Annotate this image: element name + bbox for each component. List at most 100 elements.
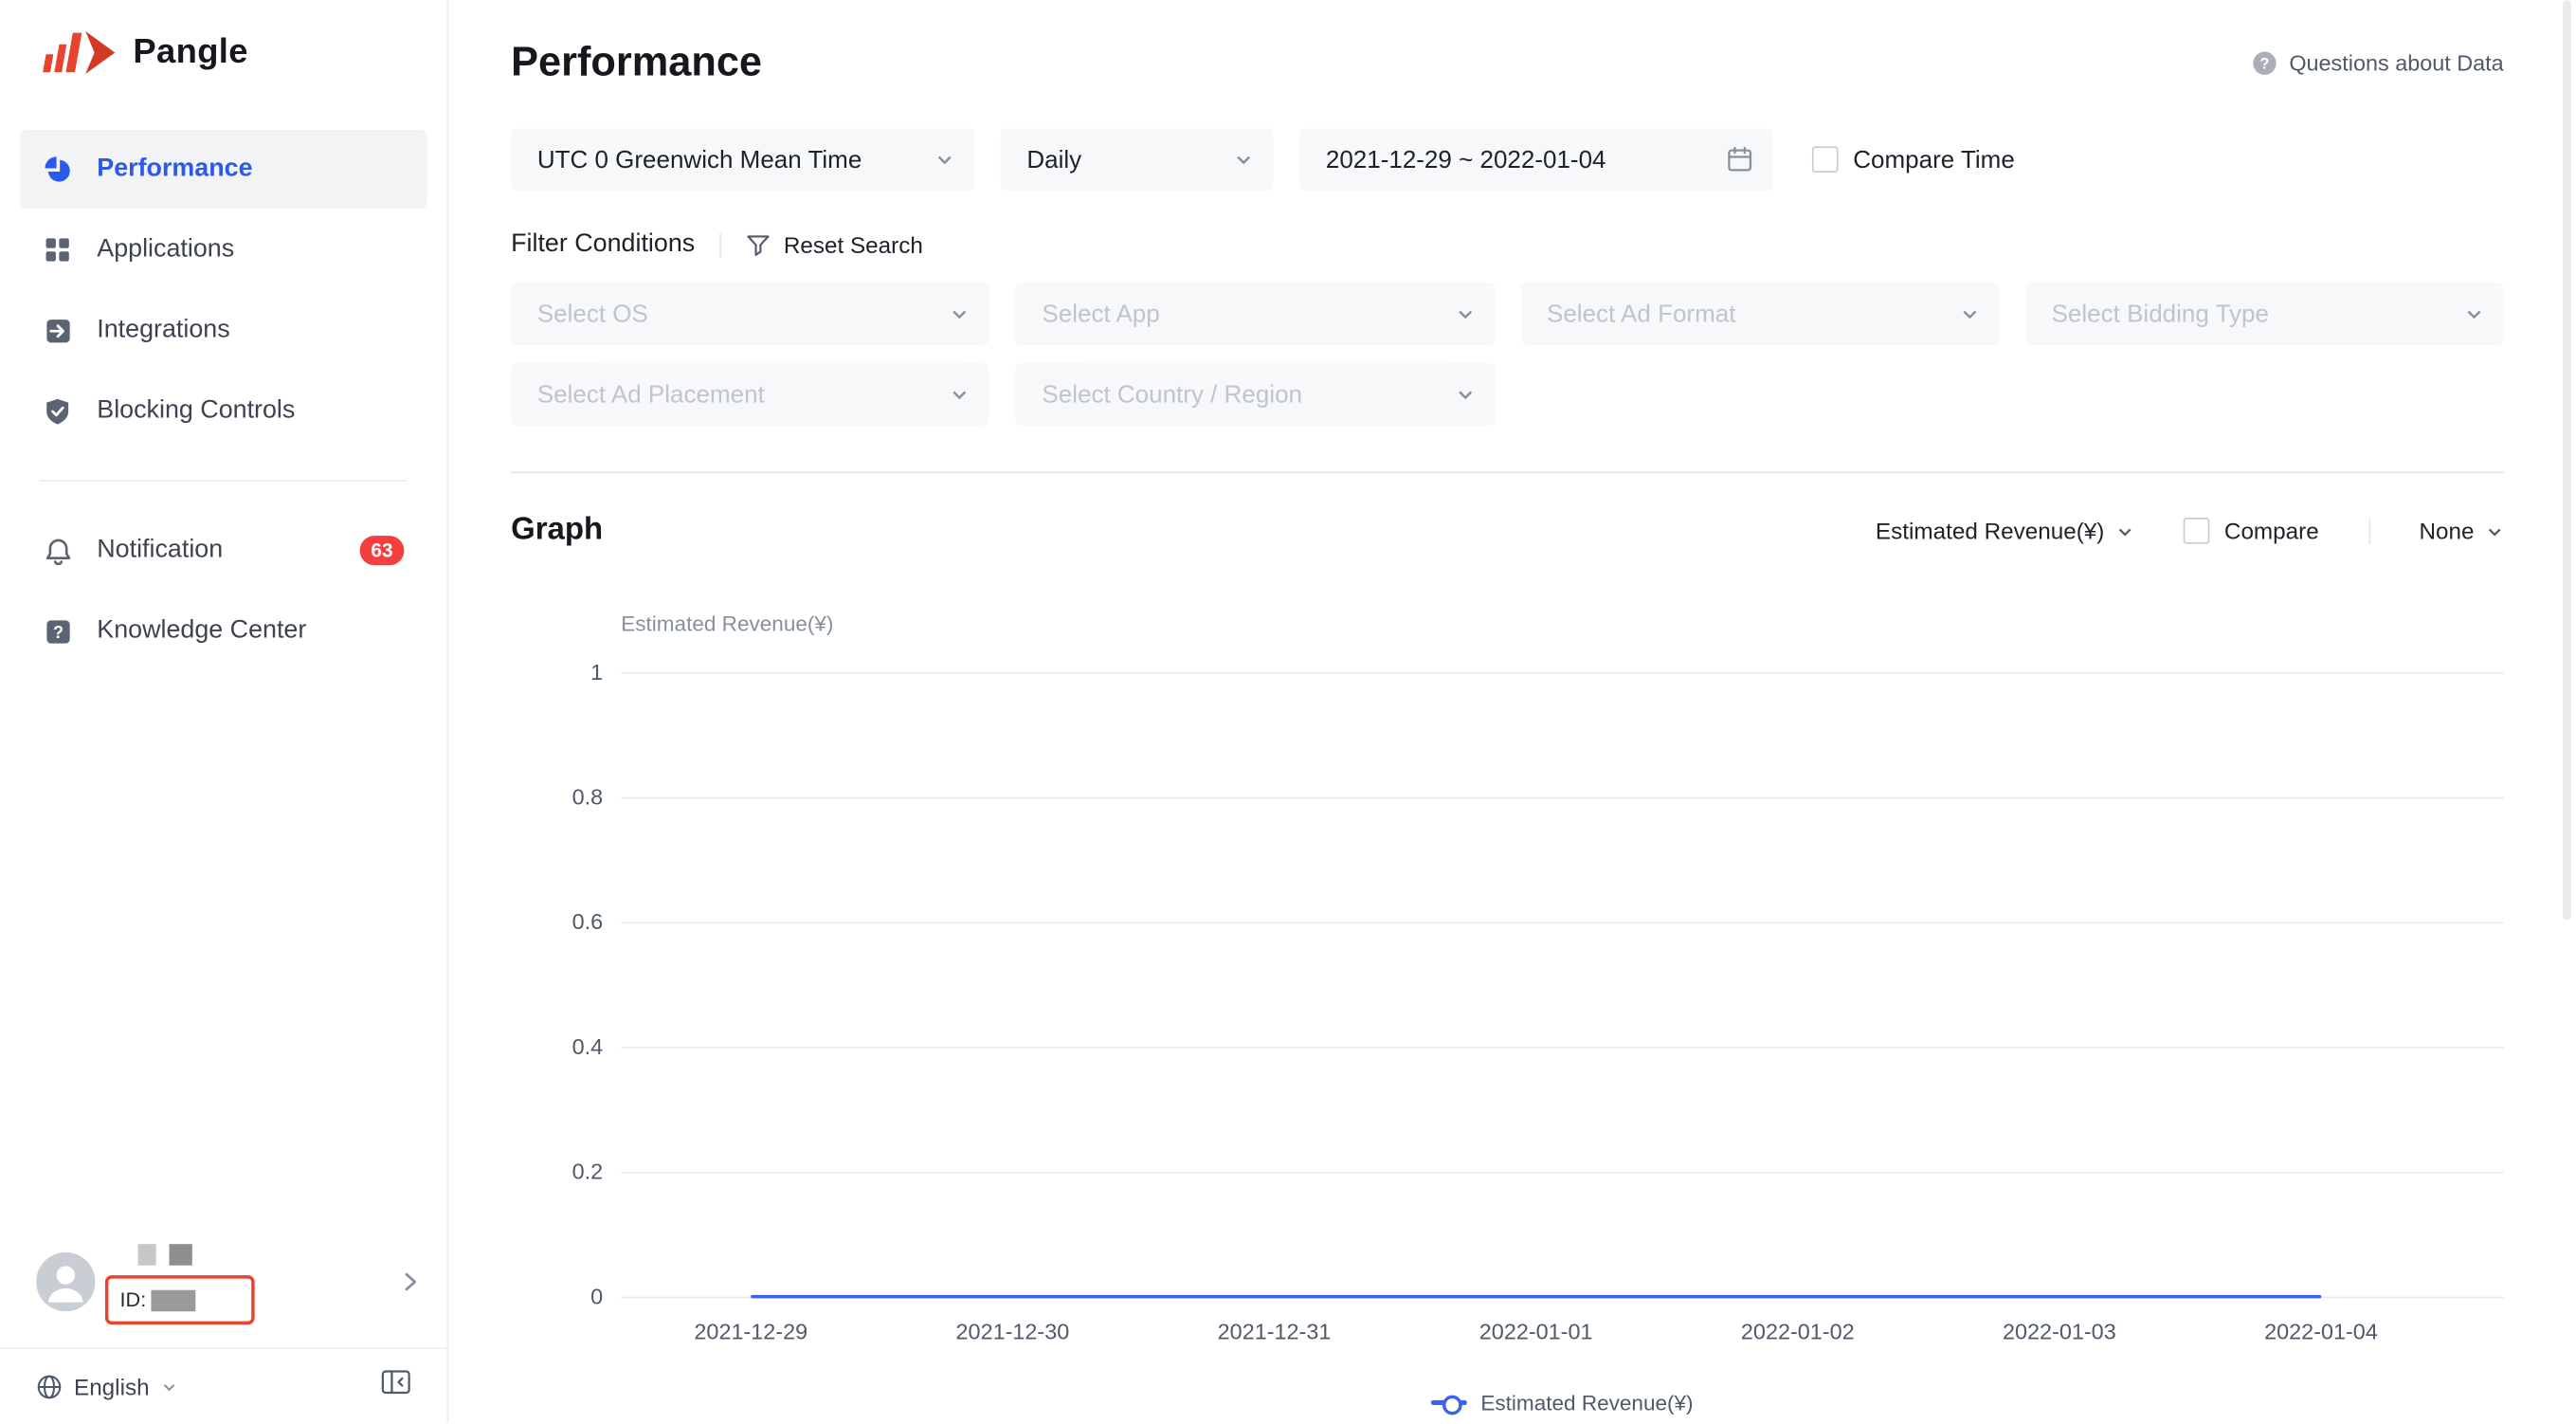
select-bidding-type-placeholder: Select Bidding Type (2051, 300, 2269, 328)
x-tick-label: 2022-01-03 (2003, 1319, 2116, 1344)
plot-area: 1 0.8 0.6 0.4 0.2 0 (572, 660, 2504, 1309)
sidebar-item-performance[interactable]: Performance (19, 129, 427, 210)
select-os[interactable]: Select OS (511, 283, 989, 346)
select-bidding-type[interactable]: Select Bidding Type (2024, 283, 2504, 346)
timezone-select[interactable]: UTC 0 Greenwich Mean Time (511, 128, 974, 192)
collapse-sidebar-button[interactable] (381, 1369, 410, 1403)
chevron-down-icon (2488, 527, 2501, 536)
select-app-placeholder: Select App (1042, 300, 1160, 328)
graph-section-title: Graph (511, 512, 604, 548)
page-scrollbar[interactable] (2563, 0, 2571, 921)
pie-chart-icon (43, 155, 72, 184)
avatar (36, 1251, 96, 1312)
chevron-down-icon (163, 1383, 175, 1391)
x-tick-label: 2021-12-30 (955, 1319, 1070, 1344)
top-filter-controls: UTC 0 Greenwich Mean Time Daily 2021-12-… (511, 128, 2504, 192)
page-title: Performance (511, 39, 763, 86)
select-country-region[interactable]: Select Country / Region (1015, 363, 1495, 426)
revenue-series-line (751, 1294, 2321, 1299)
redacted-block (151, 1288, 196, 1311)
filter-conditions-title: Filter Conditions (511, 229, 696, 259)
user-account-row[interactable]: ID: (0, 1232, 446, 1331)
apps-grid-icon (43, 235, 72, 265)
select-ad-placement[interactable]: Select Ad Placement (511, 363, 989, 426)
sidebar-item-label: Integrations (97, 315, 230, 344)
chevron-down-icon (2467, 310, 2481, 319)
user-meta: ID: (104, 1241, 404, 1325)
reset-search-button[interactable]: Reset Search (746, 231, 923, 258)
user-id-label: ID: (119, 1287, 147, 1312)
compare-checkbox-group[interactable]: Compare (2183, 518, 2319, 544)
date-range-picker[interactable]: 2021-12-29 ~ 2022-01-04 (1299, 128, 1773, 192)
compare-checkbox[interactable] (2183, 518, 2210, 544)
reset-search-label: Reset Search (783, 231, 923, 259)
sidebar-item-integrations[interactable]: Integrations (20, 291, 427, 370)
svg-text:?: ? (52, 622, 63, 641)
filter-conditions-row: Filter Conditions Reset Search (511, 230, 2504, 260)
graph-controls: Estimated Revenue(¥) Compare None (1876, 518, 2504, 544)
reset-filter-icon (747, 234, 770, 256)
questions-about-data-link[interactable]: ? Questions about Data (2253, 51, 2504, 76)
section-divider (511, 471, 2504, 474)
pangle-logo-icon (43, 30, 116, 75)
page-header: Performance ? Questions about Data (511, 40, 2504, 87)
compare-time-label: Compare Time (1853, 145, 2015, 173)
sidebar-menu: Performance Applications Integrations Bl… (0, 115, 446, 670)
y-tick-label: 0 (590, 1284, 604, 1309)
integration-arrow-icon (43, 316, 72, 345)
compare-time-checkbox[interactable] (1811, 146, 1839, 173)
gridline (621, 1171, 2504, 1174)
sidebar-item-label: Applications (97, 234, 235, 264)
shield-icon (43, 396, 72, 426)
chevron-right-icon[interactable] (404, 1272, 417, 1292)
sidebar-item-knowledge-center[interactable]: ? Knowledge Center (20, 592, 427, 670)
chevron-down-icon (952, 391, 967, 400)
vertical-divider (719, 232, 721, 258)
sidebar-item-label: Notification (97, 536, 224, 564)
x-axis-labels: 2021-12-29 2021-12-30 2021-12-31 2022-01… (621, 1320, 2503, 1347)
sidebar-item-label: Performance (97, 154, 253, 183)
granularity-select[interactable]: Daily (1000, 128, 1274, 192)
metric-selector[interactable]: Estimated Revenue(¥) (1876, 518, 2134, 544)
logo-wordmark: Pangle (133, 32, 248, 71)
select-ad-placement-placeholder: Select Ad Placement (536, 380, 765, 409)
sidebar-item-label: Knowledge Center (97, 616, 307, 645)
chevron-down-icon (1458, 310, 1472, 319)
chevron-down-icon (937, 155, 952, 165)
pangle-logo: Pangle (0, 0, 446, 115)
x-tick-label: 2021-12-31 (1217, 1319, 1332, 1344)
dimension-filters: Select OS Select App Select Ad Format Se… (511, 283, 2504, 426)
user-id-annotation-box: ID: (104, 1275, 255, 1325)
sidebar-item-blocking-controls[interactable]: Blocking Controls (20, 372, 427, 450)
redacted-block (169, 1244, 192, 1266)
bell-icon (43, 536, 72, 565)
timezone-value: UTC 0 Greenwich Mean Time (536, 145, 862, 173)
legend-line-marker (1431, 1395, 1468, 1415)
vertical-divider (2367, 518, 2370, 543)
sidebar-divider (39, 480, 408, 482)
y-tick-label: 0.6 (571, 909, 604, 935)
globe-icon (37, 1374, 62, 1398)
x-tick-label: 2022-01-04 (2264, 1319, 2378, 1344)
x-tick-label: 2021-12-29 (694, 1319, 808, 1344)
chart-legend[interactable]: Estimated Revenue(¥) (621, 1390, 2503, 1415)
chevron-down-icon (2118, 527, 2132, 536)
select-ad-format-placeholder: Select Ad Format (1546, 300, 1736, 328)
metric-selector-value: Estimated Revenue(¥) (1875, 518, 2105, 544)
sidebar-item-notification[interactable]: Notification 63 (20, 511, 427, 590)
chevron-down-icon (1458, 391, 1472, 400)
compare-time-checkbox-group[interactable]: Compare Time (1811, 145, 2015, 173)
sidebar-footer: English (0, 1347, 447, 1423)
language-selector[interactable]: English (36, 1373, 177, 1399)
gridline (621, 671, 2504, 674)
revenue-line-chart: Estimated Revenue(¥) 1 0.8 0.6 0.4 0.2 0… (511, 612, 2504, 1415)
y-tick-label: 1 (590, 659, 604, 685)
y-tick-label: 0.8 (571, 784, 604, 810)
compare-label: Compare (2223, 518, 2319, 544)
select-app[interactable]: Select App (1015, 283, 1495, 346)
gridline (621, 922, 2504, 924)
select-ad-format[interactable]: Select Ad Format (1520, 283, 2000, 346)
sidebar-item-applications[interactable]: Applications (20, 210, 427, 289)
secondary-metric-selector[interactable]: None (2419, 518, 2503, 544)
